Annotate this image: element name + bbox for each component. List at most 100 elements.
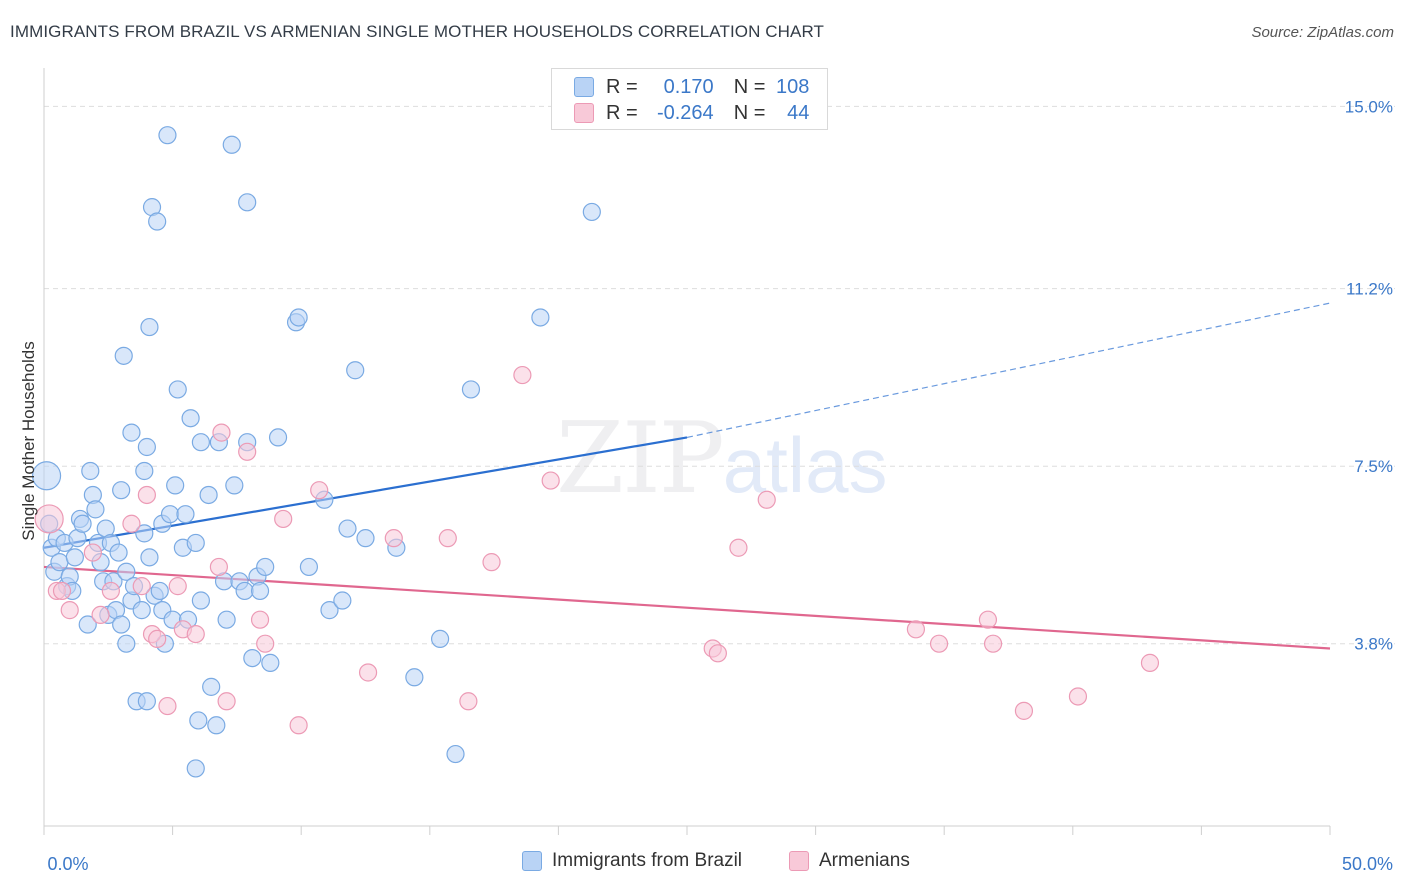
armenians-point <box>1068 687 1088 706</box>
brazil-point <box>81 461 100 481</box>
armenians-point <box>729 538 748 557</box>
brazil-point <box>148 212 167 231</box>
brazil-point <box>112 481 131 500</box>
legend-swatch-pink <box>574 103 594 123</box>
brazil-point <box>150 581 169 601</box>
brazil-point <box>181 409 200 428</box>
brazil-point <box>78 615 97 634</box>
y-axis-label: Single Mother Households <box>19 341 38 540</box>
armenians-point <box>906 620 926 639</box>
legend-n-value: 44 <box>787 101 810 124</box>
grid-lines <box>44 105 1395 645</box>
brazil-point <box>114 346 133 365</box>
brazil-point <box>166 476 185 495</box>
brazil-point <box>225 476 244 495</box>
brazil-point <box>186 533 205 553</box>
y-tick-label: 11.2% <box>1346 280 1393 299</box>
brazil-point <box>333 591 352 610</box>
brazil-point <box>320 601 339 620</box>
armenians-point <box>438 529 457 548</box>
armenians-point <box>384 529 403 548</box>
armenians-point <box>217 692 236 711</box>
brazil-point <box>189 711 208 730</box>
armenians-point <box>158 696 177 716</box>
armenians-point <box>238 442 257 461</box>
brazil-point <box>73 514 92 533</box>
brazil-point <box>338 519 357 538</box>
axis-labels: 3.8% 7.5% 11.2% 15.0% 0.0% 50.0% Single Mother… <box>19 97 1393 874</box>
y-tick-label: 7.5% <box>1354 457 1393 476</box>
axes <box>43 68 1331 835</box>
legend-label-brazil: Immigrants from Brazil <box>552 850 743 871</box>
armenians-point <box>983 634 1003 653</box>
brazil-point <box>137 692 156 711</box>
brazil-point <box>430 629 450 648</box>
trend-lines <box>43 302 1331 650</box>
brazil-point <box>191 591 210 610</box>
armenians-point <box>708 644 727 663</box>
armenians-point <box>929 634 949 653</box>
brazil-point <box>217 610 236 629</box>
armenians-point <box>101 581 120 601</box>
y-tick-label: 15.0% <box>1345 97 1393 116</box>
brazil-point <box>207 716 226 735</box>
data-points <box>31 126 1160 778</box>
armenians-point <box>52 581 72 601</box>
armenians-point <box>250 610 270 629</box>
brazil-point <box>268 428 288 447</box>
armenians-point <box>482 553 501 572</box>
armenians-point <box>168 577 187 596</box>
legend-r-label: R = <box>606 75 638 98</box>
brazil-point <box>222 135 241 154</box>
brazil-trend-extension <box>686 302 1331 438</box>
armenians-point <box>513 365 532 385</box>
legend-label-armenians: Armenians <box>819 850 910 871</box>
brazil-point <box>250 581 270 601</box>
x-tick-label: 0.0% <box>47 854 88 874</box>
brazil-point <box>140 548 159 567</box>
brazil-point <box>405 668 424 687</box>
chart-title: IMMIGRANTS FROM BRAZIL VS ARMENIAN SINGL… <box>10 22 825 41</box>
brazil-point <box>158 126 177 145</box>
armenians-point <box>289 716 308 735</box>
legend-swatch-pink <box>789 851 809 871</box>
watermark-zip: ZIP <box>556 402 725 516</box>
brazil-point <box>461 380 481 399</box>
legend-row-brazil: R = 0.170 N = 108 <box>574 74 809 100</box>
brazil-point <box>168 380 187 399</box>
armenians-point <box>122 514 141 533</box>
correlation-legend: R = 0.170 N = 108 R = -0.264 N = 44 <box>551 68 828 130</box>
brazil-point <box>31 461 62 491</box>
watermark: ZIPatlas <box>556 402 888 516</box>
brazil-point <box>137 437 156 457</box>
brazil-point <box>135 461 154 481</box>
brazil-point <box>50 553 69 572</box>
armenians-point <box>541 471 560 490</box>
brazil-point <box>531 308 550 327</box>
armenians-point <box>459 692 478 711</box>
legend-n-label: N = <box>733 101 766 124</box>
brazil-point <box>235 581 254 601</box>
brazil-point <box>132 601 151 620</box>
brazil-point <box>256 557 275 577</box>
brazil-point <box>202 677 221 696</box>
armenians-point <box>132 577 151 596</box>
y-tick-label: 3.8% <box>1354 635 1393 654</box>
brazil-point <box>238 193 257 212</box>
brazil-point <box>65 548 84 567</box>
armenians-point <box>209 557 228 577</box>
source-label: Source: ZipAtlas.com <box>1251 24 1394 41</box>
armenians-point <box>148 629 167 648</box>
brazil-point <box>186 759 205 778</box>
brazil-point <box>261 653 280 672</box>
brazil-point <box>86 500 105 519</box>
brazil-point <box>112 615 131 634</box>
brazil-point <box>191 433 210 452</box>
brazil-point <box>117 634 136 653</box>
armenians-point <box>358 663 378 682</box>
armenians-point <box>1140 653 1160 672</box>
armenians-point <box>34 504 64 534</box>
legend-n-label: N = <box>733 75 766 98</box>
legend-item-brazil: Immigrants from Brazil <box>522 850 742 872</box>
